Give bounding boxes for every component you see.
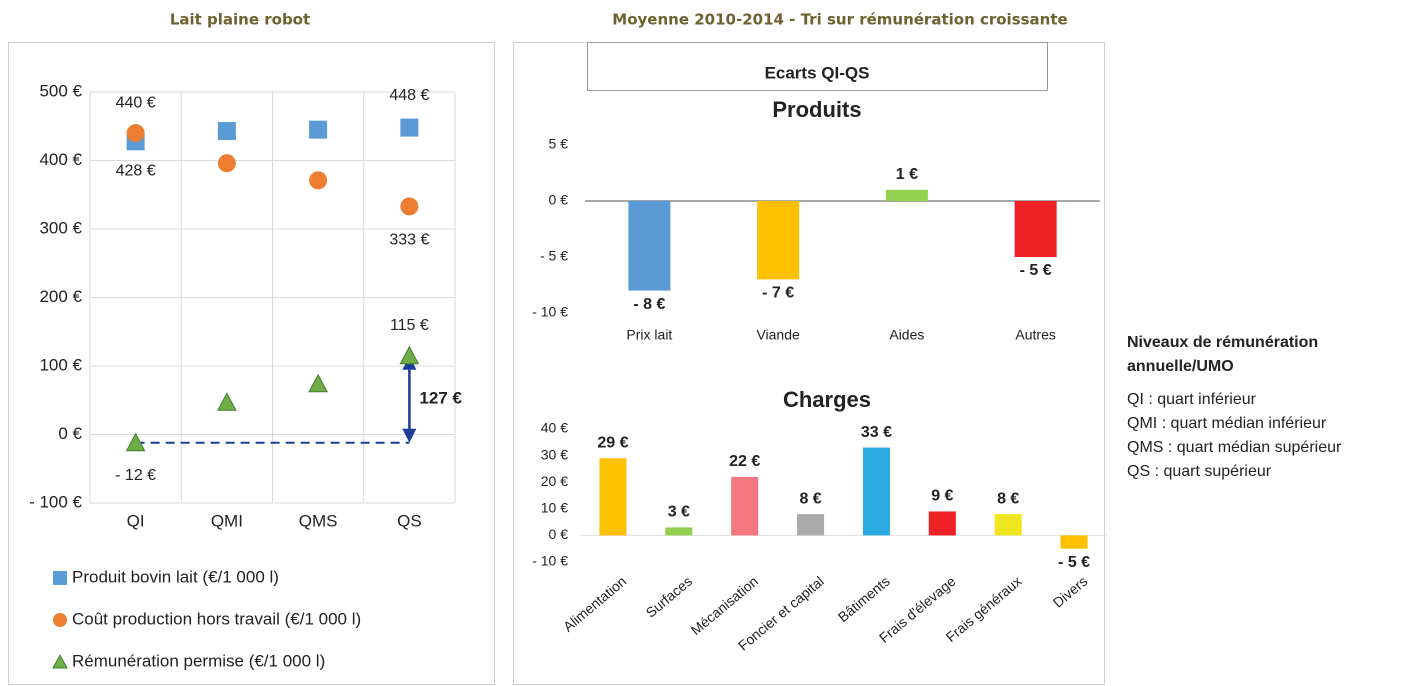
data-label: 333 € — [389, 232, 429, 249]
bar — [928, 511, 956, 536]
data-label: - 5 € — [1020, 262, 1052, 279]
data-label: 3 € — [668, 504, 690, 521]
y-tick-label: 0 € — [549, 192, 569, 208]
y-tick-label: 100 € — [39, 355, 82, 374]
legend-marker — [53, 613, 67, 627]
data-label: 448 € — [389, 87, 429, 104]
notes-line: QI : quart inférieur — [1127, 391, 1257, 408]
notes-line: QMI : quart médian inférieur — [1127, 415, 1327, 432]
y-tick-label: 30 € — [541, 446, 568, 462]
marker — [217, 154, 236, 173]
annotation: 127 € — [419, 389, 462, 408]
bar — [862, 447, 890, 536]
box-title: Ecarts QI-QS — [765, 63, 870, 82]
panel-title: Moyenne 2010-2014 - Tri sur rémunération… — [612, 11, 1067, 29]
x-tick-label: QS — [397, 511, 422, 530]
data-label: - 5 € — [1058, 554, 1090, 571]
data-label: - 8 € — [633, 296, 665, 313]
data-label: 115 € — [390, 317, 429, 334]
bar — [665, 527, 693, 536]
bar — [757, 201, 800, 280]
x-tick-label: Viande — [756, 327, 800, 343]
legend-label: Produit bovin lait (€/1 000 l) — [72, 567, 279, 586]
y-tick-label: 400 € — [39, 150, 82, 169]
legend-marker — [53, 571, 67, 585]
marker — [309, 171, 328, 190]
y-tick-label: 500 € — [39, 81, 82, 100]
bar — [885, 189, 928, 201]
y-tick-label: 5 € — [549, 136, 569, 152]
y-tick-label: - 10 € — [532, 553, 568, 569]
x-tick-label: Aides — [889, 327, 924, 343]
notes-title: Niveaux de rémunération annuelle/UMO — [1127, 334, 1318, 375]
y-tick-label: 10 € — [541, 500, 568, 516]
notes-line: QS : quart supérieur — [1127, 463, 1272, 480]
notes-line: QMS : quart médian supérieur — [1127, 439, 1342, 456]
marker — [399, 345, 420, 365]
data-label: 428 € — [116, 163, 156, 180]
chart-title: Charges — [783, 387, 871, 412]
y-tick-label: 200 € — [39, 287, 82, 306]
legend-label: Rémunération permise (€/1 000 l) — [72, 651, 325, 670]
x-tick-label: QMS — [299, 511, 338, 530]
marker — [308, 373, 328, 393]
marker — [126, 124, 145, 143]
bar — [731, 476, 759, 536]
legend-label: Coût production hors travail (€/1 000 l) — [72, 609, 361, 628]
chart-title: Produits — [772, 97, 861, 122]
data-label: 440 € — [116, 94, 156, 111]
marker — [217, 392, 237, 411]
bar — [797, 514, 825, 536]
bar — [994, 514, 1022, 536]
y-tick-label: 40 € — [541, 420, 568, 436]
marker — [400, 197, 419, 216]
bar — [1060, 535, 1088, 549]
bar — [599, 458, 627, 536]
legend-marker — [52, 653, 68, 669]
y-tick-label: - 100 € — [29, 492, 82, 511]
data-label: 29 € — [597, 434, 628, 451]
y-tick-label: - 5 € — [540, 248, 568, 264]
box — [587, 42, 1048, 91]
marker — [309, 120, 328, 139]
marker — [217, 122, 236, 141]
x-tick-label: QMI — [211, 511, 243, 530]
data-label: - 12 € — [115, 467, 156, 484]
bar — [628, 201, 671, 291]
data-label: 9 € — [931, 488, 953, 505]
y-tick-label: 20 € — [541, 473, 568, 489]
data-label: 33 € — [861, 424, 892, 441]
x-tick-label: QI — [127, 511, 145, 530]
middle-panel — [513, 42, 1105, 685]
y-tick-label: 0 € — [549, 526, 569, 542]
y-tick-label: 300 € — [39, 218, 82, 237]
marker — [125, 432, 146, 452]
panel-title: Lait plaine robot — [170, 11, 310, 29]
x-tick-label: Prix lait — [626, 327, 672, 343]
data-label: 8 € — [799, 490, 821, 507]
data-label: 8 € — [997, 490, 1019, 507]
y-tick-label: - 10 € — [532, 304, 568, 320]
bar — [1014, 201, 1057, 257]
arrow-head — [402, 428, 417, 443]
data-label: 1 € — [896, 166, 918, 183]
data-label: - 7 € — [762, 285, 794, 302]
marker — [400, 118, 419, 137]
y-tick-label: 0 € — [58, 424, 82, 443]
x-tick-label: Autres — [1015, 327, 1055, 343]
data-label: 22 € — [729, 453, 760, 470]
